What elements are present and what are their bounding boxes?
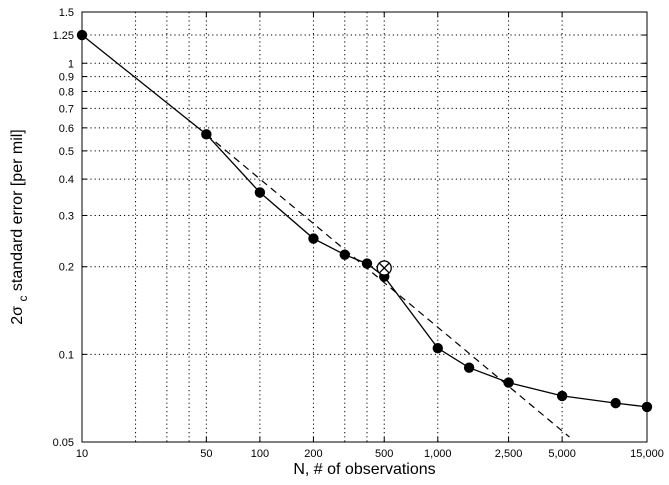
series-layer (76, 29, 653, 438)
marker-cross (378, 262, 390, 274)
x-axis-label: N, # of observations (293, 461, 435, 478)
y-tick-label: 0.4 (59, 174, 74, 186)
y-tick-label: 0.2 (59, 262, 74, 274)
data-point (254, 187, 266, 198)
x-tick-label: 50 (200, 448, 212, 460)
data-point (339, 249, 350, 260)
data-point (610, 397, 621, 409)
y-axis-label-prefix: 2σ (9, 306, 26, 325)
y-tick-label: 0.05 (53, 437, 74, 449)
x-tick-label: 5,000 (548, 448, 576, 460)
data-point (503, 377, 514, 388)
y-tick-label: 1 (68, 58, 74, 70)
x-tick-label: 2,500 (495, 448, 523, 460)
tick-marks (81, 11, 648, 443)
data-point (308, 233, 319, 244)
y-tick-label: 0.5 (59, 146, 74, 158)
data-point (556, 390, 568, 402)
y-tick-label: 0.6 (59, 123, 74, 135)
x-tick-label: 15,000 (630, 448, 664, 460)
y-axis-label-suffix: standard error [per mil] (9, 129, 26, 291)
y-tick-label: 0.3 (59, 210, 74, 222)
x-tick-label: 200 (304, 448, 322, 460)
x-tick-label: 10 (76, 448, 88, 460)
x-tick-label: 1,000 (424, 448, 452, 460)
x-tick-label: 500 (375, 448, 393, 460)
data-point (463, 362, 475, 373)
fit-line (205, 133, 570, 438)
data-line (81, 34, 648, 408)
y-axis-label-subscript: c (16, 296, 30, 302)
data-point (361, 258, 373, 269)
y-tick-label: 0.9 (59, 72, 74, 84)
y-tick-label: 0.8 (59, 86, 74, 98)
grid-lines (82, 12, 647, 442)
y-tick-label: 0.1 (59, 349, 74, 361)
circled-x-marker (376, 260, 392, 276)
y-axis-label: 2σ c standard error [per mil] (9, 129, 31, 325)
y-tick-label: 1.25 (53, 30, 74, 42)
y-tick-label: 1.5 (59, 7, 74, 19)
y-tick-labels: 0.05 0.1 0.2 0.3 0.4 0.5 0.6 0.7 0.8 0.9 1 1.25 1.5 (53, 7, 74, 449)
data-point (432, 342, 443, 354)
x-tick-label: 100 (251, 448, 269, 460)
y-tick-label: 0.7 (59, 103, 74, 115)
plot-frame (81, 11, 648, 443)
x-tick-labels: 10 50 100 200 500 1,000 2,500 5,000 15,000 (76, 448, 664, 460)
